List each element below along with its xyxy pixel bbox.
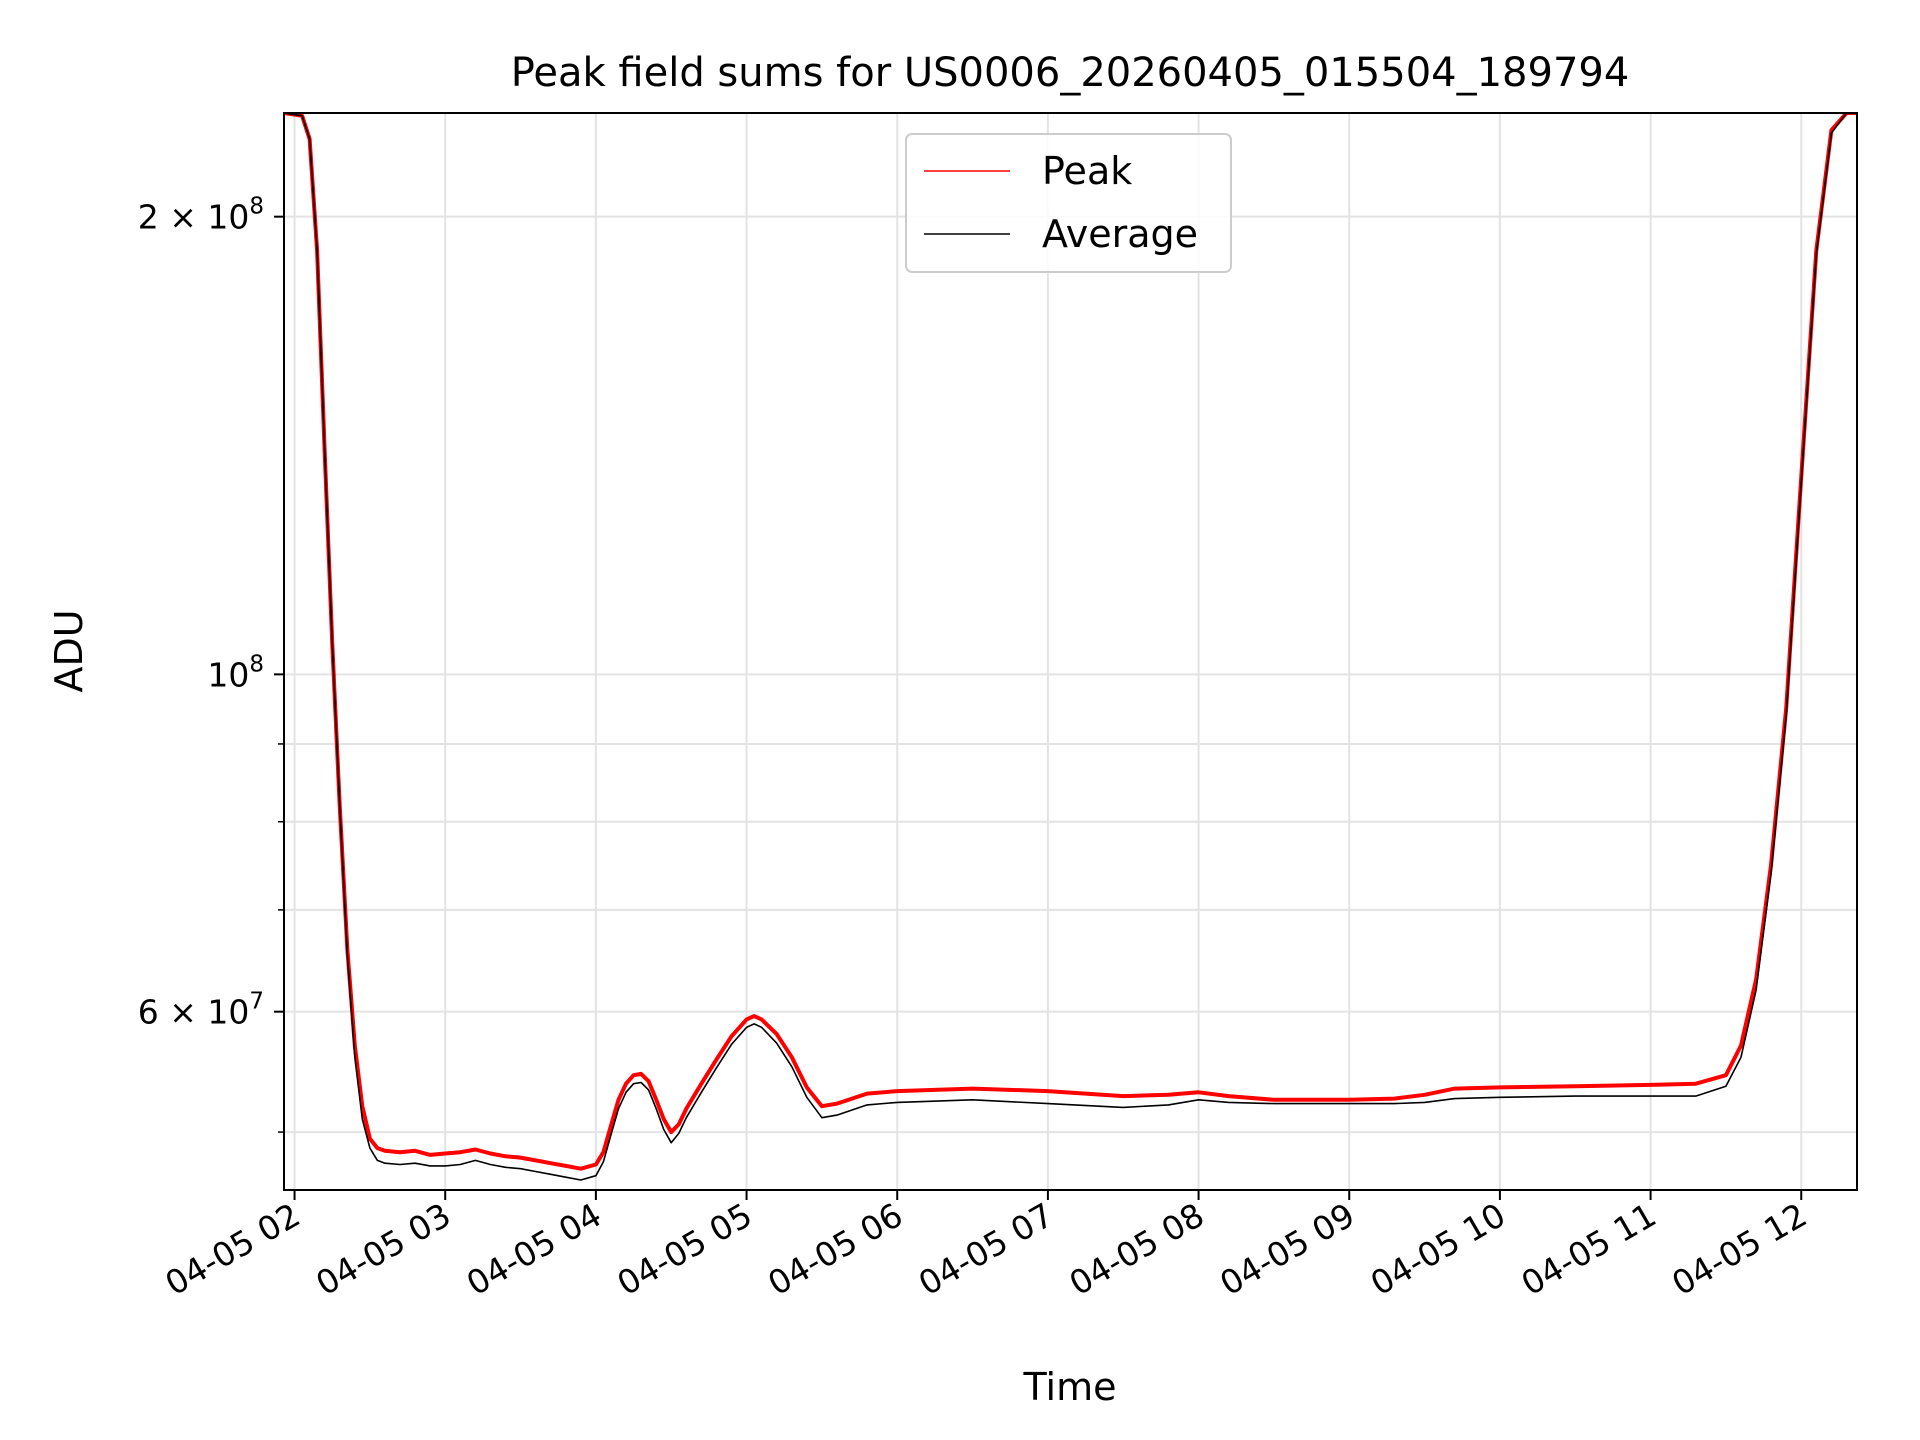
legend-label-peak: Peak <box>1042 149 1132 193</box>
series-line-peak <box>284 113 1857 1171</box>
series-line-average <box>284 113 1857 1181</box>
x-tick-label: 04-05 11 <box>1515 1195 1663 1303</box>
legend-box <box>905 133 1232 273</box>
axes: 04-05 02 04-05 03 04-05 04 04-05 05 04-05 06… <box>138 194 1814 1303</box>
chart-title: Peak field sums for US0006_20260405_0155… <box>511 50 1630 96</box>
plot-frame <box>283 112 1858 1191</box>
x-tick-label: 04-05 10 <box>1364 1195 1512 1303</box>
y-tick-label: 6 × 107 <box>138 989 264 1032</box>
x-tick-label: 04-05 08 <box>1063 1195 1211 1303</box>
x-tick-label: 04-05 07 <box>912 1195 1060 1303</box>
x-tick-label: 04-05 06 <box>761 1195 909 1303</box>
x-tick-label: 04-05 12 <box>1665 1195 1813 1303</box>
y-tick-label: 108 <box>207 651 264 694</box>
y-axis-label: ADU <box>47 609 91 692</box>
x-tick-label: 04-05 05 <box>611 1195 759 1303</box>
x-tick-label: 04-05 04 <box>460 1195 608 1303</box>
legend-label-average: Average <box>1042 212 1198 256</box>
x-axis-label: Time <box>1023 1365 1117 1409</box>
y-tick-label: 2 × 108 <box>138 194 264 237</box>
series-layer <box>284 113 1857 1181</box>
x-tick-label: 04-05 03 <box>309 1195 457 1303</box>
grid <box>284 113 1857 1190</box>
x-tick-label: 04-05 09 <box>1213 1195 1361 1303</box>
legend: Peak Average <box>905 133 1232 273</box>
x-tick-label: 04-05 02 <box>159 1195 307 1303</box>
